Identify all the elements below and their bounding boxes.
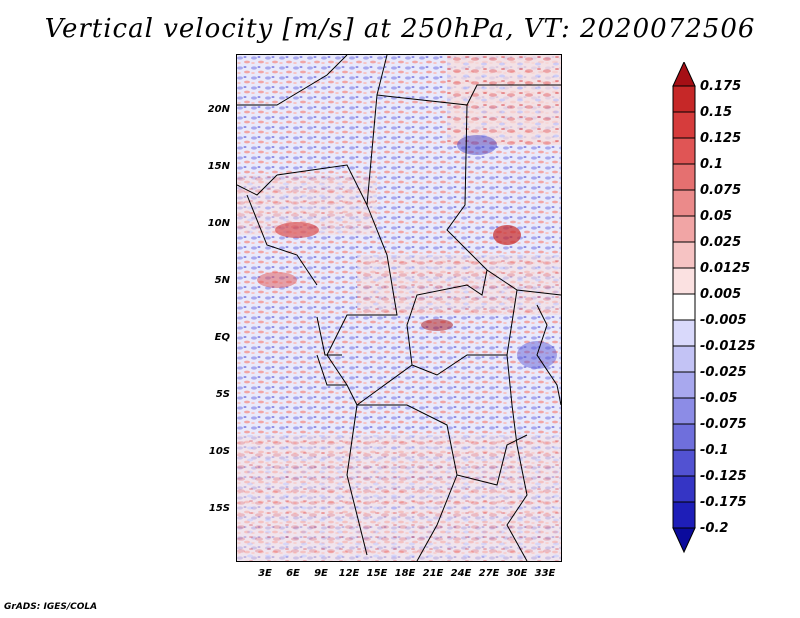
map-panel [236, 54, 562, 562]
lat-label: 15S [208, 503, 230, 514]
colorbar-label: -0.1 [700, 443, 729, 458]
lon-label: 27E [478, 568, 500, 579]
colorbar-box [672, 501, 696, 529]
colorbar-box [672, 371, 696, 399]
lon-label: 12E [338, 568, 360, 579]
colorbar-box [672, 241, 696, 269]
colorbar-box [672, 475, 696, 503]
colorbar-label: 0.075 [700, 183, 742, 198]
lon-label: 9E [314, 568, 328, 579]
lon-label: 18E [394, 568, 416, 579]
colorbar-label: -0.025 [700, 365, 747, 380]
colorbar-box [672, 111, 696, 139]
lon-label: 33E [534, 568, 556, 579]
velocity-field [236, 54, 562, 562]
colorbar-label: 0.005 [700, 287, 742, 302]
lat-label: 5N [214, 275, 230, 286]
lon-label: 21E [422, 568, 444, 579]
colorbar-label: 0.15 [700, 105, 733, 120]
colorbar [672, 62, 696, 554]
colorbar-box [672, 215, 696, 243]
colorbar-label: -0.075 [700, 417, 747, 432]
lat-label: 20N [207, 104, 230, 115]
colorbar-box [672, 423, 696, 451]
colorbar-box [672, 319, 696, 347]
colorbar-label: 0.1 [700, 157, 724, 172]
credit-text: GrADS: IGES/COLA [4, 602, 98, 612]
colorbar-box [672, 449, 696, 477]
lat-label: 5S [215, 389, 230, 400]
lon-label: 15E [366, 568, 388, 579]
chart-title: Vertical velocity [m/s] at 250hPa, VT: 2… [44, 14, 756, 44]
colorbar-arrow-top [672, 62, 696, 87]
lat-label: 10N [207, 218, 230, 229]
colorbar-label: 0.125 [700, 131, 742, 146]
colorbar-box [672, 397, 696, 425]
colorbar-box [672, 189, 696, 217]
lon-label: 24E [450, 568, 472, 579]
colorbar-arrow-bottom [672, 527, 696, 554]
colorbar-label: -0.2 [700, 521, 729, 536]
lat-label: EQ [214, 332, 230, 343]
colorbar-label: 0.0125 [700, 261, 751, 276]
colorbar-label: -0.005 [700, 313, 747, 328]
lon-label: 3E [258, 568, 272, 579]
colorbar-box [672, 267, 696, 295]
lon-label: 6E [286, 568, 300, 579]
lat-label: 15N [207, 161, 230, 172]
lat-label: 10S [208, 446, 230, 457]
lon-label: 30E [506, 568, 528, 579]
colorbar-label: 0.05 [700, 209, 733, 224]
colorbar-label: -0.0125 [700, 339, 756, 354]
colorbar-box [672, 85, 696, 113]
colorbar-box [672, 163, 696, 191]
colorbar-label: 0.175 [700, 79, 742, 94]
colorbar-box [672, 137, 696, 165]
colorbar-box [672, 345, 696, 373]
colorbar-label: -0.05 [700, 391, 738, 406]
colorbar-label: -0.175 [700, 495, 747, 510]
colorbar-box [672, 293, 696, 321]
colorbar-label: 0.025 [700, 235, 742, 250]
colorbar-label: -0.125 [700, 469, 747, 484]
